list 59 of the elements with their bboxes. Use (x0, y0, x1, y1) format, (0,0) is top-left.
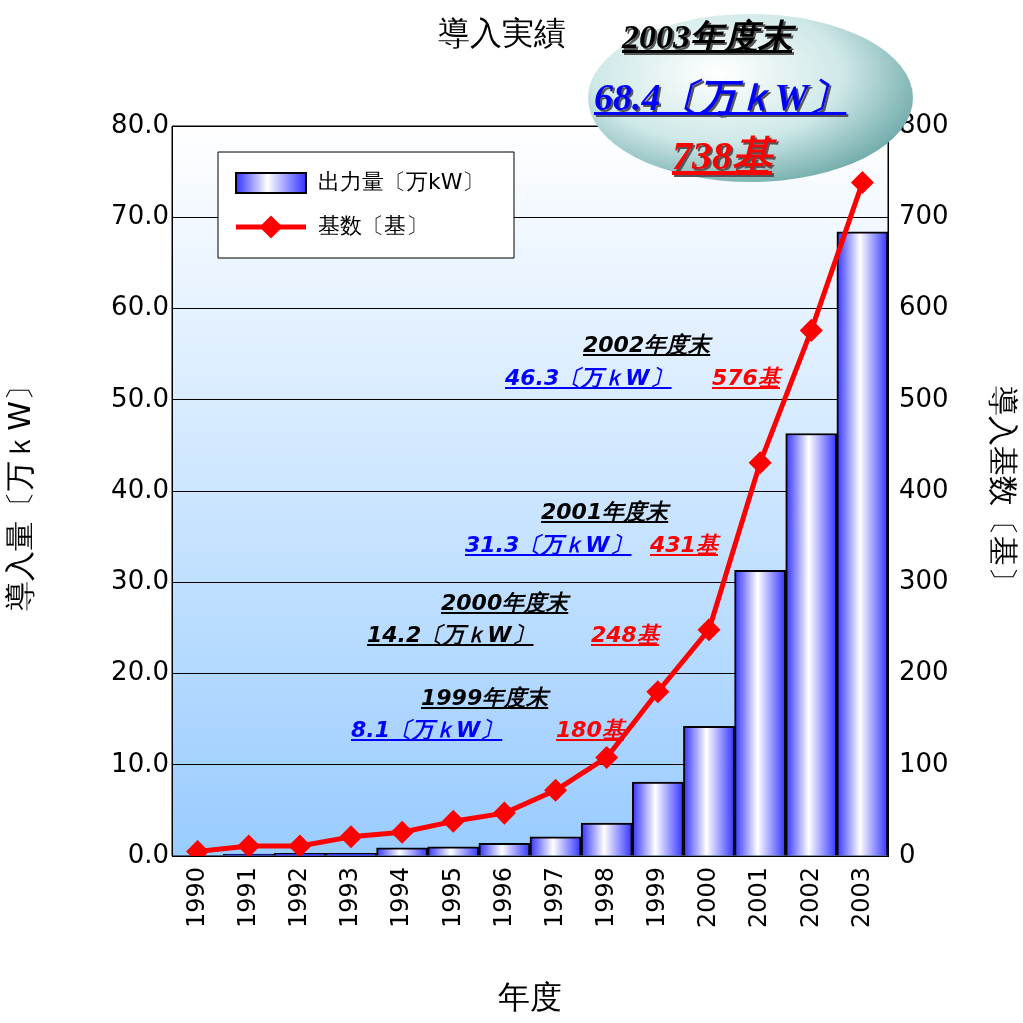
x-tick-label: 1996 (488, 867, 517, 929)
y-axis-title: 導入量〔万ｋW〕 (1, 371, 37, 611)
point (596, 746, 618, 768)
x-tick-label: 1993 (335, 867, 364, 929)
y2-tick-label: 100 (899, 747, 949, 778)
point (238, 835, 260, 856)
annotation: 8.1〔万ｋW〕 (351, 716, 503, 744)
x-tick-label: 1997 (539, 867, 568, 929)
y2-tick-label: 500 (899, 382, 949, 413)
chart-title: 導入実績 (438, 13, 566, 54)
annotation: 2002年度末 (583, 331, 711, 359)
y2-tick-label: 0 (899, 838, 916, 869)
y-tick-label: 10.0 (111, 747, 169, 778)
point (698, 619, 720, 641)
y2-tick-label: 700 (899, 200, 949, 230)
point (851, 172, 873, 194)
point (493, 802, 515, 824)
x-tick-label: 1999 (642, 867, 671, 929)
point (289, 835, 311, 856)
annotation: 2000年度末 (441, 589, 569, 617)
x-tick-label: 2000 (693, 867, 722, 929)
x-tick-label: 1995 (437, 867, 466, 929)
y2-tick-label: 400 (899, 473, 949, 504)
point (749, 452, 771, 474)
annotation: 31.3〔万ｋW〕 (465, 531, 632, 559)
x-tick-label: 2002 (795, 867, 824, 929)
annotation: 46.3〔万ｋW〕 (505, 364, 672, 392)
annotation: 1999年度末 (421, 684, 549, 712)
x-tick-label: 1992 (284, 867, 313, 929)
y-tick-label: 50.0 (111, 382, 169, 413)
y2-tick-label: 600 (899, 291, 949, 322)
annotation: 14.2〔万ｋW〕 (367, 621, 534, 649)
y2-tick-label: 200 (899, 656, 949, 687)
y-tick-label: 40.0 (111, 473, 169, 504)
y-tick-label: 20.0 (111, 656, 169, 687)
text: 68.4〔万ｋW〕 (594, 75, 847, 120)
point (800, 319, 822, 341)
point (647, 681, 669, 703)
y2-axis-title: 導入基数〔基〕 (986, 386, 1022, 596)
legend-label: 出力量〔万kW〕 (318, 168, 485, 194)
point (545, 779, 567, 801)
y2-tick-label: 300 (899, 565, 949, 595)
y-tick-label: 60.0 (111, 291, 169, 322)
point (442, 810, 464, 832)
x-axis-title: 年度 (498, 978, 562, 1017)
legend-label: 基数〔基〕 (318, 212, 428, 238)
annotation: 2001年度末 (541, 498, 669, 526)
x-tick-label: 2003 (846, 867, 875, 929)
x-tick-label: 1991 (232, 867, 261, 929)
x-tick-label: 1998 (590, 867, 619, 929)
x-tick-label: 1994 (386, 867, 415, 929)
y-tick-label: 0.0 (127, 838, 169, 869)
x-tick-label: 2001 (744, 867, 773, 929)
x-tick-label: 1990 (181, 867, 210, 929)
y-tick-label: 30.0 (111, 565, 169, 595)
y-tick-label: 80.0 (111, 108, 169, 139)
point (340, 826, 362, 848)
y-tick-label: 70.0 (111, 200, 169, 230)
point (391, 821, 413, 843)
